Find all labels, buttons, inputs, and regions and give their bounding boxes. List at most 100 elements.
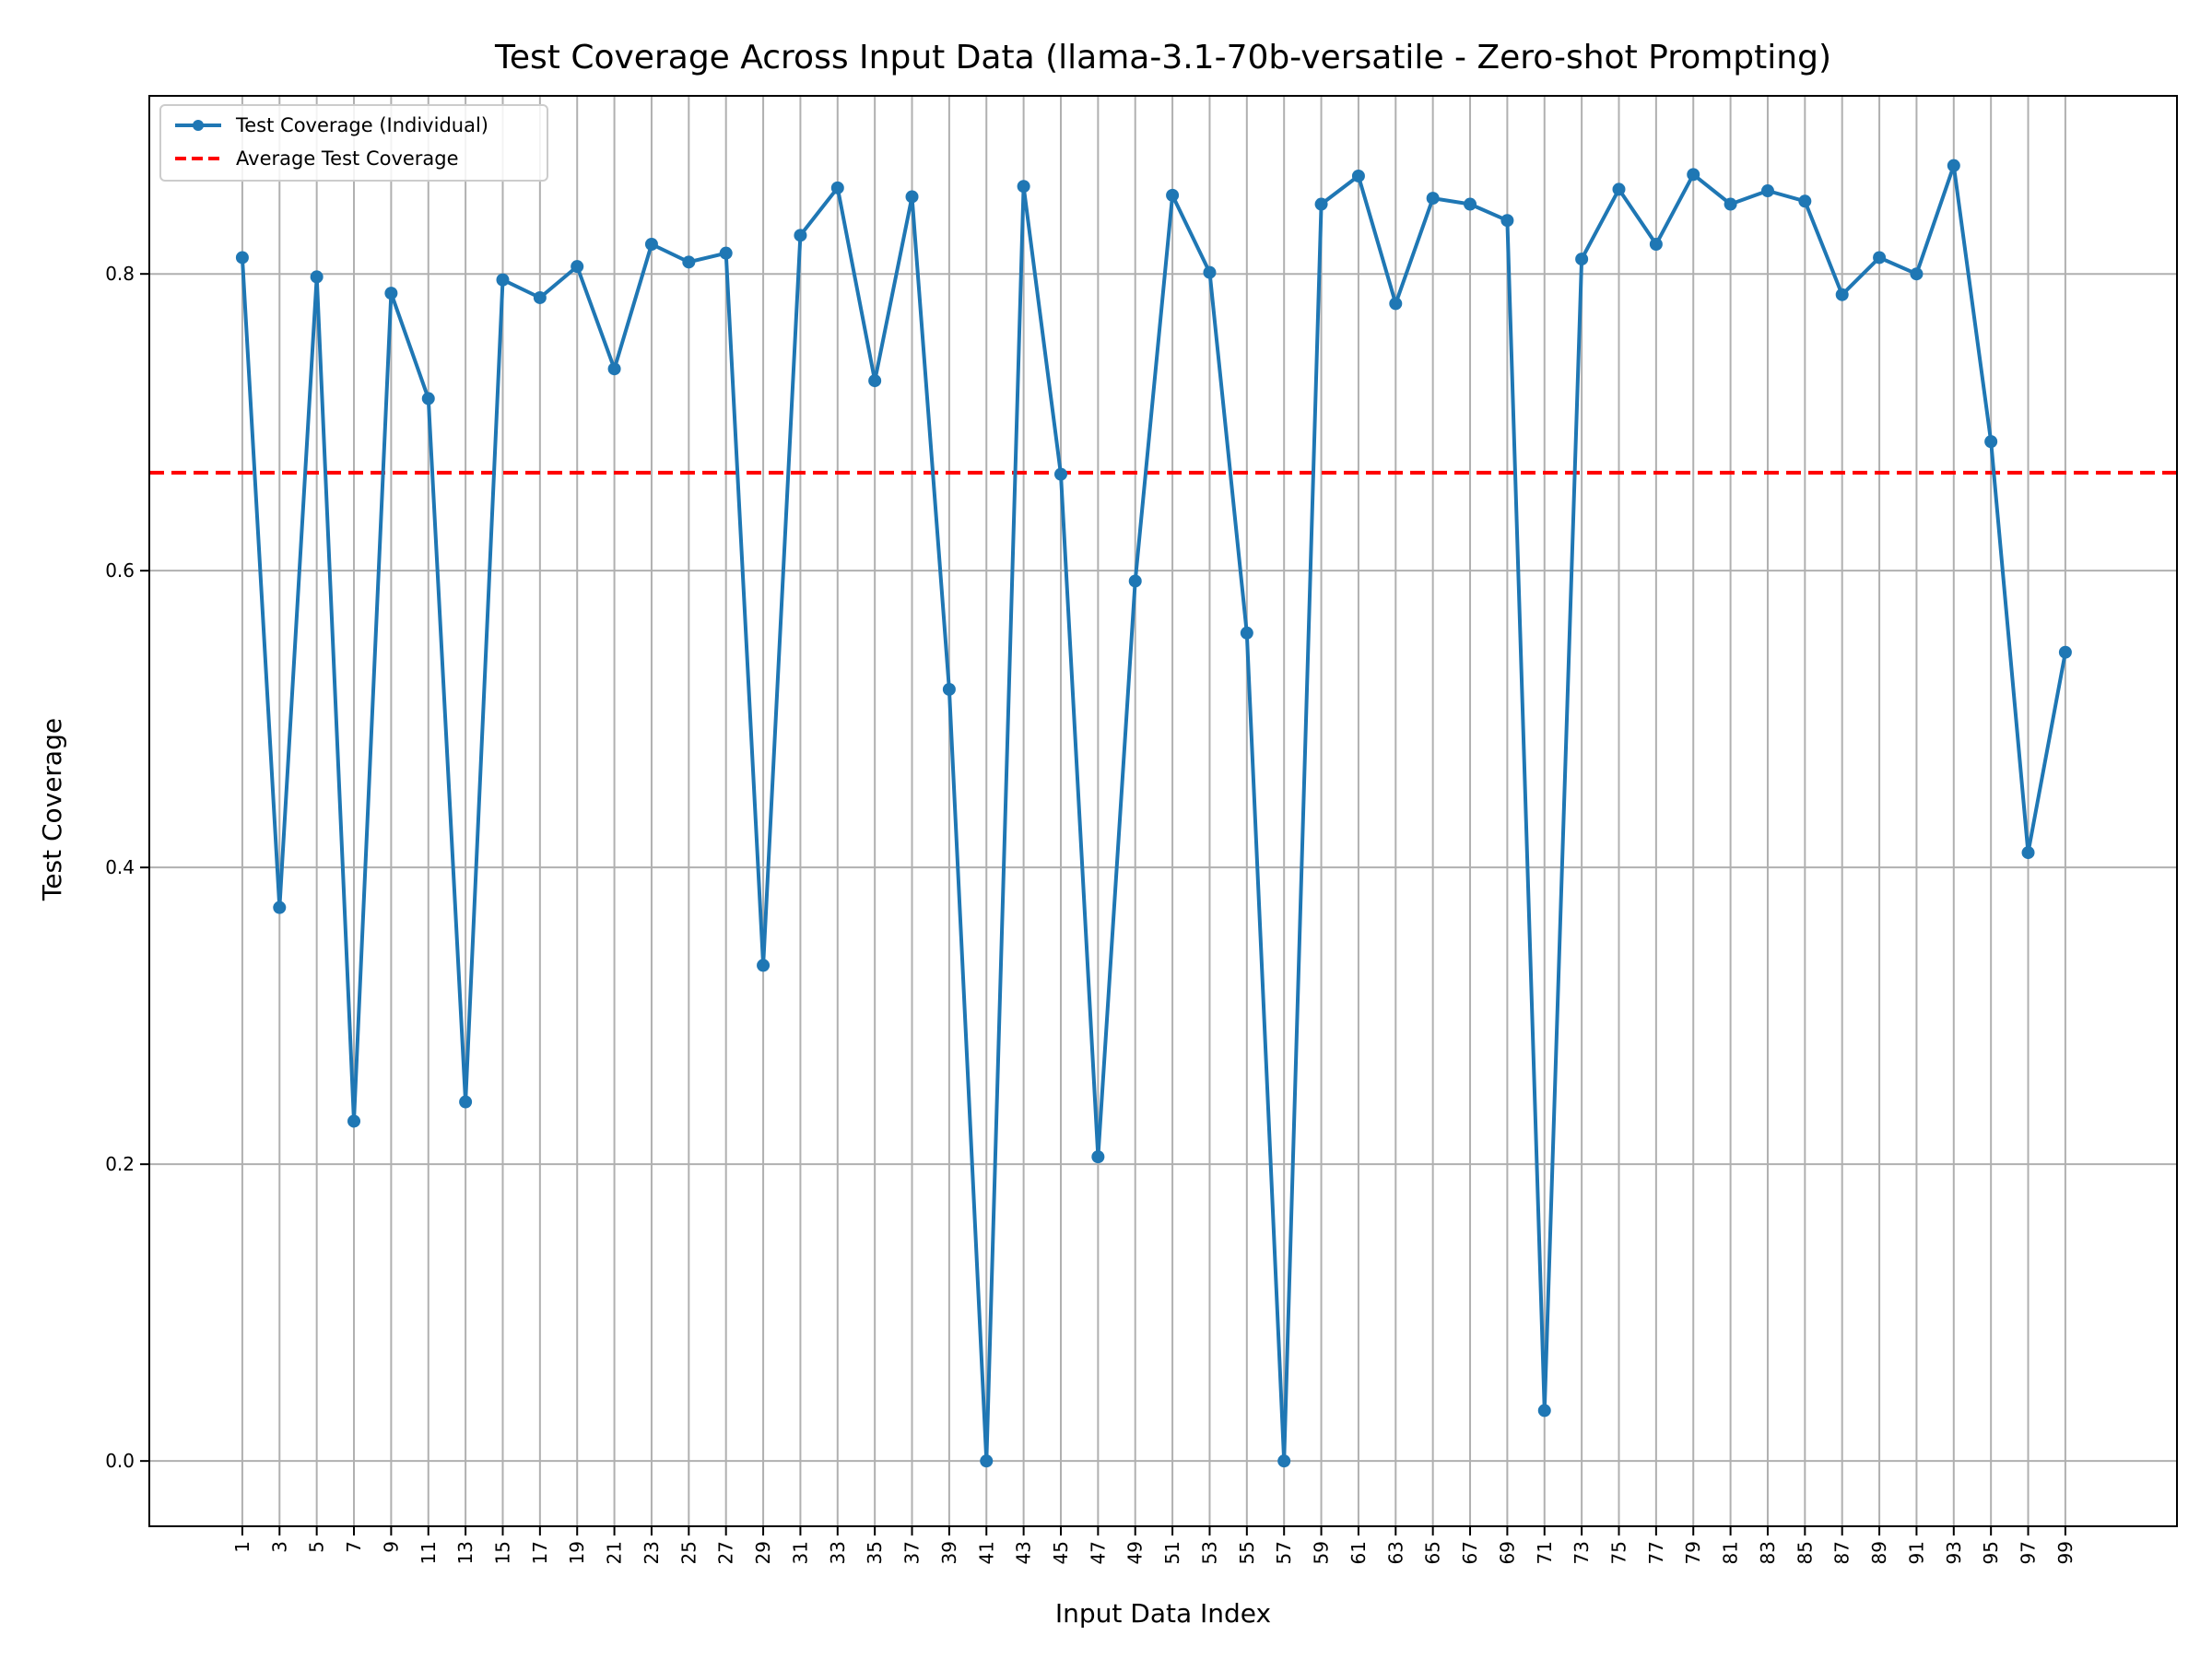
x-tick-label: 1 [231,1541,253,1553]
data-point [421,392,435,406]
x-tick-label: 69 [1496,1541,1518,1564]
x-tick-label: 13 [454,1541,477,1564]
x-tick-label: 37 [901,1541,924,1564]
legend: Test Coverage (Individual) Average Test … [159,104,548,182]
data-point [533,290,547,304]
x-tick-label: 43 [1013,1541,1035,1564]
series-line [240,163,2067,1464]
x-tick-label: 23 [641,1541,663,1564]
data-point [905,190,919,204]
x-tick-label: 77 [1645,1541,1667,1564]
x-tick-label: 33 [827,1541,849,1564]
data-point [1128,574,1142,588]
data-point [980,1454,994,1468]
y-tick-label: 0.8 [105,263,135,285]
x-tick-label: 67 [1459,1541,1481,1564]
x-tick-label: 75 [1607,1541,1630,1564]
data-point [1351,169,1365,182]
data-point [1649,237,1663,251]
x-tick-label: 35 [864,1541,886,1564]
x-tick-label: 95 [1980,1541,2002,1564]
data-point [1166,188,1180,202]
x-tick-label: 17 [529,1541,551,1564]
data-point [1910,267,1924,281]
x-tick-label: 83 [1757,1541,1779,1564]
data-point [1687,168,1700,182]
data-point [757,959,771,972]
x-tick-label: 61 [1347,1541,1370,1564]
x-tick-label: 55 [1236,1541,1258,1564]
x-tick-label: 5 [306,1541,328,1553]
x-tick-label: 81 [1720,1541,1742,1564]
x-tick-label: 99 [2054,1541,2077,1564]
x-tick-label: 3 [268,1541,290,1553]
data-point [1760,184,1774,198]
data-point [2021,846,2035,860]
x-tick-label: 19 [566,1541,588,1564]
data-point [1091,1150,1105,1164]
data-point [347,1114,361,1128]
y-tick-label: 0.6 [105,559,135,582]
x-tick-label: 21 [604,1541,626,1564]
data-point [868,374,882,388]
x-tick-label: 97 [2018,1541,2040,1564]
x-tick-label: 7 [343,1541,365,1553]
data-point [1277,1454,1291,1468]
data-point [719,246,733,260]
data-point [1017,180,1030,194]
y-tick-label: 0.2 [105,1153,135,1175]
x-tick-label: 31 [789,1541,811,1564]
x-tick-label: 29 [752,1541,774,1564]
data-point [1873,251,1887,265]
axis-ticks: 1 3 5 7 9 11 13 15 17 19 21 23 25 27 29 31 33 35 37 39 41 43 4… [105,263,2077,1564]
data-point [384,287,398,300]
series-lines [235,159,2072,1468]
x-tick-label: 91 [1905,1541,1927,1564]
data-point [1798,194,1812,208]
data-point [235,251,249,265]
data-point [794,229,807,242]
data-point [1314,197,1328,211]
x-tick-label: 53 [1198,1541,1220,1564]
plot-frame [148,95,2178,1527]
x-tick-label: 41 [975,1541,997,1564]
x-tick-label: 39 [938,1541,960,1564]
x-tick-label: 93 [1943,1541,1965,1564]
data-point [1984,435,1998,449]
data-point [942,682,956,696]
x-tick-label: 27 [715,1541,737,1564]
data-point [607,362,621,376]
x-axis-label: Input Data Index [1055,1598,1271,1629]
y-tick-label: 0.0 [105,1450,135,1472]
x-tick-label: 87 [1831,1541,1853,1564]
data-point [1500,214,1514,228]
legend-box [159,104,548,182]
data-point [1947,159,1960,172]
data-point [1575,253,1589,266]
x-tick-label: 73 [1571,1541,1593,1564]
x-tick-label: 59 [1311,1541,1333,1564]
x-tick-label: 79 [1682,1541,1704,1564]
x-tick-label: 57 [1273,1541,1295,1564]
data-point [830,181,844,194]
y-axis-label: Test Coverage [37,718,67,901]
data-point [1240,626,1253,640]
data-point [1724,197,1737,211]
legend-label-series: Test Coverage (Individual) [235,114,488,136]
x-tick-label: 85 [1794,1541,1816,1564]
x-tick-label: 25 [677,1541,700,1564]
x-tick-label: 49 [1124,1541,1147,1564]
x-tick-label: 71 [1534,1541,1556,1564]
data-point [1203,265,1217,279]
x-tick-label: 9 [380,1541,402,1553]
chart-title: Test Coverage Across Input Data (llama-3… [494,39,1831,76]
x-tick-label: 63 [1384,1541,1406,1564]
data-point [1537,1404,1551,1418]
data-point [1389,297,1403,311]
data-point [1464,197,1477,211]
data-point [571,260,584,274]
x-tick-label: 47 [1087,1541,1109,1564]
data-point [1426,192,1440,206]
y-tick-label: 0.4 [105,856,135,878]
x-tick-label: 65 [1422,1541,1444,1564]
